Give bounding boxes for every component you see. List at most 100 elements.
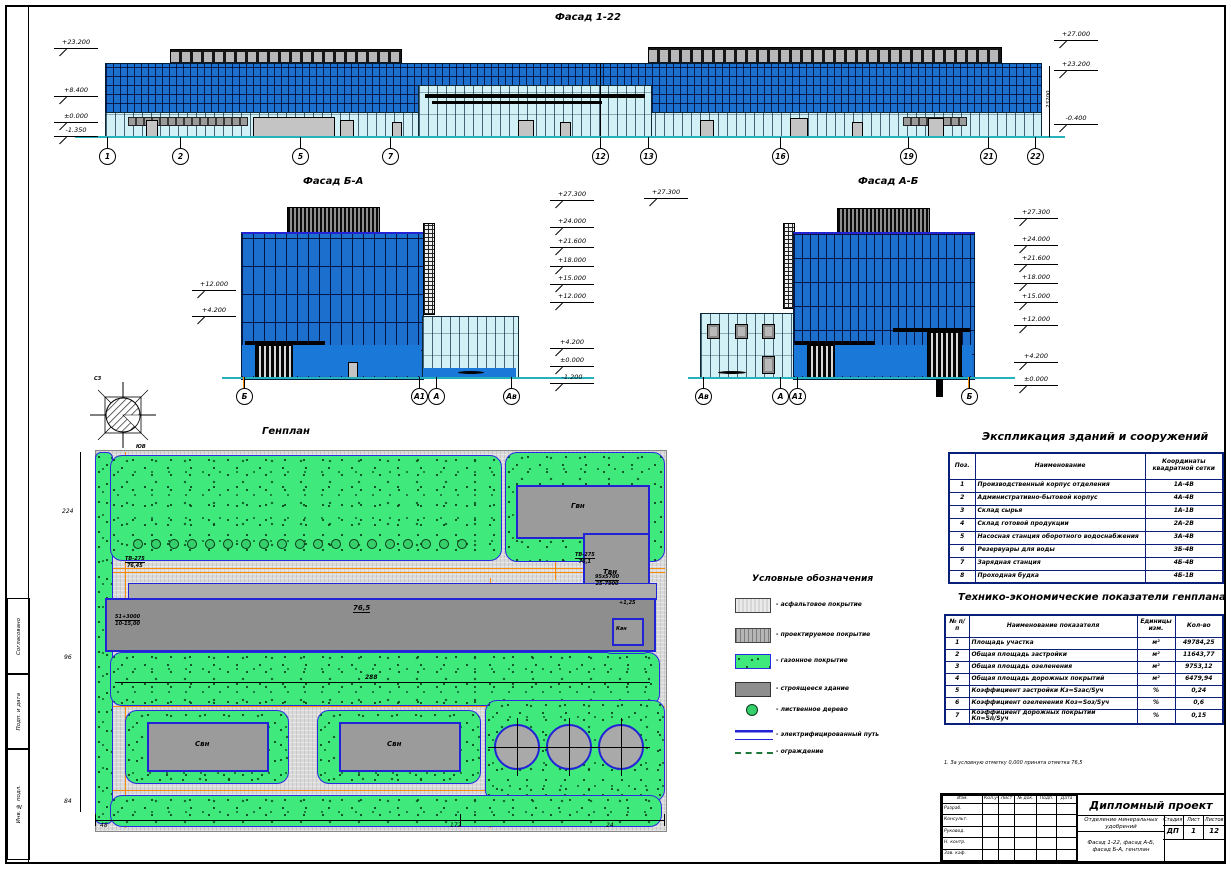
- stamp-header-cell: Подп.: [1036, 795, 1057, 804]
- stamp-header-cell: № док.: [1014, 795, 1037, 804]
- stamp-sig-row: Разраб.: [942, 802, 1077, 816]
- entrance-louver-ba: [255, 345, 293, 378]
- facade-long-center-section: [418, 85, 652, 138]
- cell-coord: 4А-4В: [1144, 491, 1224, 506]
- tank-2: [540, 718, 598, 776]
- cell-n: 3: [944, 660, 970, 674]
- tep-table: № п/п Наименование показателя Единицы из…: [944, 614, 1224, 726]
- note-text: 1. За условную отметку 0,000 принята отм…: [944, 760, 1083, 766]
- cell-pos: 6: [948, 543, 976, 558]
- elevation-mark: +23.200: [54, 38, 98, 49]
- ground-line: [75, 136, 1065, 138]
- genplan-dim-48: 48: [100, 822, 108, 829]
- axis-bubble: Ав: [695, 377, 712, 405]
- strip-label: Подп. и дата: [15, 692, 22, 731]
- cell-coord: 4Б-1В: [1144, 569, 1224, 584]
- tep-row: 4 Общая площадь дорожных покрытий м² 647…: [944, 672, 1224, 686]
- genplan-title: Генплан: [262, 426, 310, 437]
- tree-symbol: [457, 539, 467, 549]
- cell-pos: 5: [948, 530, 976, 545]
- cell-coord: 3А-4В: [1144, 530, 1224, 545]
- axis-bubble: Ав: [503, 377, 520, 405]
- post-ab: [936, 378, 943, 397]
- stamp-sig-row: Н. контр.: [942, 837, 1077, 850]
- legend-swatch-building: [735, 682, 771, 697]
- cell-coord: 4Б-4В: [1144, 556, 1224, 571]
- sig-cell: [1014, 814, 1037, 827]
- project-topic: Отделение минеральных удобрений: [1078, 816, 1165, 833]
- sig-cell: [1014, 848, 1037, 862]
- explication-row: 7 Зарядная станция 4Б-4В: [948, 556, 1224, 571]
- sig-cell: [982, 825, 999, 839]
- cell-n: 5: [944, 684, 970, 698]
- warehouse-b: [339, 722, 461, 772]
- stamp-middle: Отделение минеральных удобрений Фасад 1-…: [1078, 816, 1224, 861]
- roof-plant-ba: [287, 207, 380, 234]
- dim-callout-left: 51+3000 10-15,00: [115, 614, 141, 627]
- dim-callout-right: 95х5700 25-7900: [595, 574, 620, 587]
- annex-ba-glazing: [422, 316, 519, 379]
- legend-fence-symbol: [735, 752, 773, 754]
- utility-line: [95, 568, 665, 569]
- tb-callout-left: ТВ-275 76,45: [125, 556, 145, 569]
- sig-role: Консульт.: [942, 814, 983, 827]
- building-t-label: Твн: [603, 568, 618, 576]
- annex-window: [762, 324, 775, 339]
- cell-pos: 3: [948, 504, 976, 519]
- elevation-mark: +21.600: [550, 237, 594, 248]
- tree-symbol: [421, 539, 431, 549]
- lists-label: Листов: [1204, 817, 1224, 823]
- sig-cell: [1014, 837, 1037, 850]
- cell-unit: м²: [1136, 636, 1176, 650]
- elevation-mark: +27.300: [550, 190, 594, 201]
- axis-bubble: 19: [900, 137, 917, 165]
- legend-swatch-paving: [735, 628, 771, 643]
- stamp-header-cell: Изм.: [942, 795, 983, 804]
- sig-cell: [998, 825, 1015, 839]
- elevation-mark: +15.000: [550, 274, 594, 285]
- frame-strip-cell: Согласовано: [7, 598, 30, 675]
- tree-symbol: [403, 539, 413, 549]
- explication-row: 5 Насосная станция оборотного водоснабже…: [948, 530, 1224, 545]
- cell-n: 6: [944, 696, 970, 710]
- utility-line: [95, 790, 665, 791]
- cell-name: Склад готовой продукции: [974, 517, 1146, 532]
- title-block-signatures: Изм. Кол.уч Лист № док. Подп. Дата Разраб. Ко…: [942, 795, 1077, 862]
- col-header-pos: Поз.: [948, 452, 976, 480]
- sig-cell: [1036, 802, 1057, 816]
- genplan-dim-84: 84: [64, 798, 72, 805]
- cell-qty: 0,6: [1174, 696, 1224, 710]
- tep-row: 7 Коэффициент дорожных покрытий Кп=Sп/Sу…: [944, 708, 1224, 725]
- explication-title: Экспликация зданий и сооружений: [982, 430, 1209, 443]
- elevation-mark: +27.300: [644, 188, 688, 199]
- elevation-mark: +23.200: [1054, 60, 1098, 71]
- frame-strip-cell: Подп. и дата: [7, 673, 30, 750]
- sig-cell: [1056, 802, 1077, 816]
- elevation-mark: ±0.000: [1014, 375, 1058, 386]
- door-ba: [348, 362, 358, 378]
- cell-name: Насосная станция оборотного водоснабжени…: [974, 530, 1146, 545]
- lists-value: 12: [1209, 827, 1220, 835]
- stamp-titles: Отделение минеральных удобрений Фасад 1-…: [1078, 816, 1165, 861]
- annex-window-low: [762, 356, 775, 374]
- cell-qty: 9753,12: [1174, 660, 1224, 674]
- cell-name: Административно-бытовой корпус: [974, 491, 1146, 506]
- utility-line: [95, 706, 665, 707]
- tree-symbol: [205, 539, 215, 549]
- cell-n: 4: [944, 672, 970, 686]
- col-header-qty: Кол-во: [1174, 614, 1224, 638]
- axis-orange-tick: [243, 377, 244, 390]
- vertical-dimension-text: 23200: [1046, 90, 1052, 109]
- axis-bubble: 5: [292, 137, 309, 165]
- list-value: 1: [1184, 826, 1205, 839]
- sheet-frame: [5, 5, 1226, 864]
- small-building: [612, 618, 644, 646]
- cell-unit: м²: [1136, 672, 1176, 686]
- col-header-n: № п/п: [944, 614, 970, 638]
- dimension-line-288: [115, 682, 650, 683]
- axis-bubble: А1: [789, 377, 806, 405]
- sig-cell: [1036, 814, 1057, 827]
- stamp-header-cell: Дата: [1056, 795, 1077, 804]
- elevation-mark: +24.000: [550, 217, 594, 228]
